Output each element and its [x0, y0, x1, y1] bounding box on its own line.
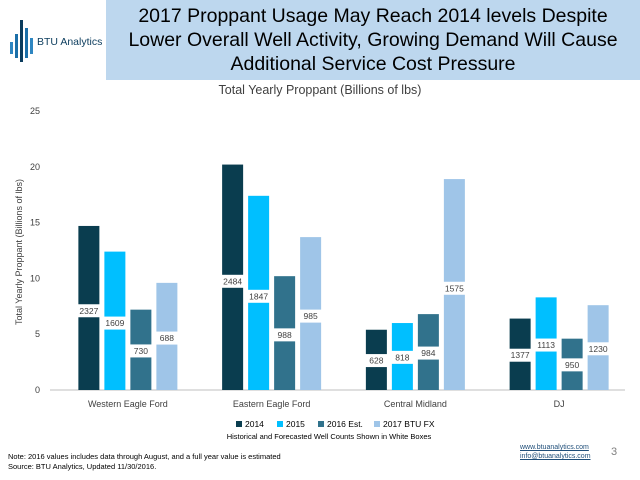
contact-links: www.btuanalytics.com info@btuanalytics.c… — [520, 443, 591, 461]
well-count-label: 984 — [421, 348, 435, 358]
x-tick-label: Western Eagle Ford — [88, 399, 168, 409]
well-count-label: 1575 — [445, 283, 464, 293]
chart-title: Total Yearly Proppant (Billions of lbs) — [219, 83, 422, 97]
legend-swatch — [277, 421, 283, 427]
well-count-box — [534, 338, 558, 352]
well-count-label: 950 — [565, 360, 579, 370]
well-count-label: 818 — [395, 352, 409, 362]
legend-swatch — [236, 421, 242, 427]
legend-label: 2015 — [286, 419, 305, 429]
well-count-label: 688 — [160, 333, 174, 343]
x-tick-label: Eastern Eagle Ford — [233, 399, 311, 409]
well-count-label: 730 — [134, 346, 148, 356]
footnote-source: Source: BTU Analytics, Updated 11/30/201… — [8, 462, 157, 471]
well-count-box — [586, 342, 610, 356]
well-count-box — [103, 316, 127, 330]
website-link[interactable]: www.btuanalytics.com — [520, 444, 589, 451]
well-count-label: 1609 — [105, 318, 124, 328]
title-banner: 2017 Proppant Usage May Reach 2014 level… — [106, 0, 640, 80]
x-tick-label: Central Midland — [384, 399, 447, 409]
email-link[interactable]: info@btuanalytics.com — [520, 453, 591, 460]
y-tick-label: 20 — [30, 162, 40, 172]
well-count-box — [416, 346, 440, 360]
y-tick-label: 10 — [30, 273, 40, 283]
well-count-label: 1377 — [511, 350, 530, 360]
well-count-label: 1230 — [589, 344, 608, 354]
well-count-box — [129, 344, 153, 358]
footnote: Note: 2016 values includes data through … — [8, 452, 281, 472]
legend-swatch — [374, 421, 380, 427]
well-count-box — [273, 328, 297, 342]
well-count-box — [508, 348, 532, 362]
logo: BTU Analytics — [0, 0, 106, 80]
legend-label: 2014 — [245, 419, 264, 429]
legend-label: 2016 Est. — [327, 419, 363, 429]
legend-label: 2017 BTU FX — [383, 419, 435, 429]
page-number: 3 — [611, 446, 618, 458]
well-count-label: 2484 — [223, 276, 242, 286]
y-axis-label: Total Yearly Proppant (Billions of lbs) — [14, 179, 24, 325]
legend-note: Historical and Forecasted Well Counts Sh… — [227, 432, 432, 441]
well-count-label: 1847 — [249, 291, 268, 301]
well-count-box — [442, 281, 466, 295]
well-count-box — [221, 274, 245, 288]
well-count-box — [155, 331, 179, 345]
well-count-label: 2327 — [79, 306, 98, 316]
y-tick-labels: 0 5 10 15 20 25 — [30, 106, 40, 395]
y-tick-label: 25 — [30, 106, 40, 116]
well-count-label: 988 — [278, 330, 292, 340]
logo-text: BTU Analytics — [37, 36, 103, 48]
well-count-label: 1113 — [537, 340, 555, 350]
legend-swatch — [318, 421, 324, 427]
bars-group: 2327 1609 730 688 2484 1847 988 985 628 818 984 157… — [77, 164, 610, 390]
logo-bars-icon — [10, 20, 33, 62]
well-count-box — [77, 304, 101, 318]
well-count-box — [390, 350, 414, 364]
well-count-box — [247, 289, 271, 303]
y-tick-label: 5 — [35, 329, 40, 339]
well-count-label: 628 — [369, 356, 383, 366]
well-count-box — [364, 354, 388, 368]
legend: 2014 2015 2016 Est. 2017 BTU FX — [236, 419, 435, 429]
y-tick-label: 15 — [30, 218, 40, 228]
well-count-label: 985 — [304, 311, 318, 321]
page-title: 2017 Proppant Usage May Reach 2014 level… — [128, 5, 618, 75]
well-count-box — [560, 358, 584, 372]
footnote-note: Note: 2016 values includes data through … — [8, 452, 281, 461]
x-tick-label: DJ — [554, 399, 565, 409]
well-count-box — [299, 309, 323, 323]
y-tick-label: 0 — [35, 385, 40, 395]
x-tick-labels: Western Eagle Ford Eastern Eagle Ford Cent… — [88, 399, 565, 409]
